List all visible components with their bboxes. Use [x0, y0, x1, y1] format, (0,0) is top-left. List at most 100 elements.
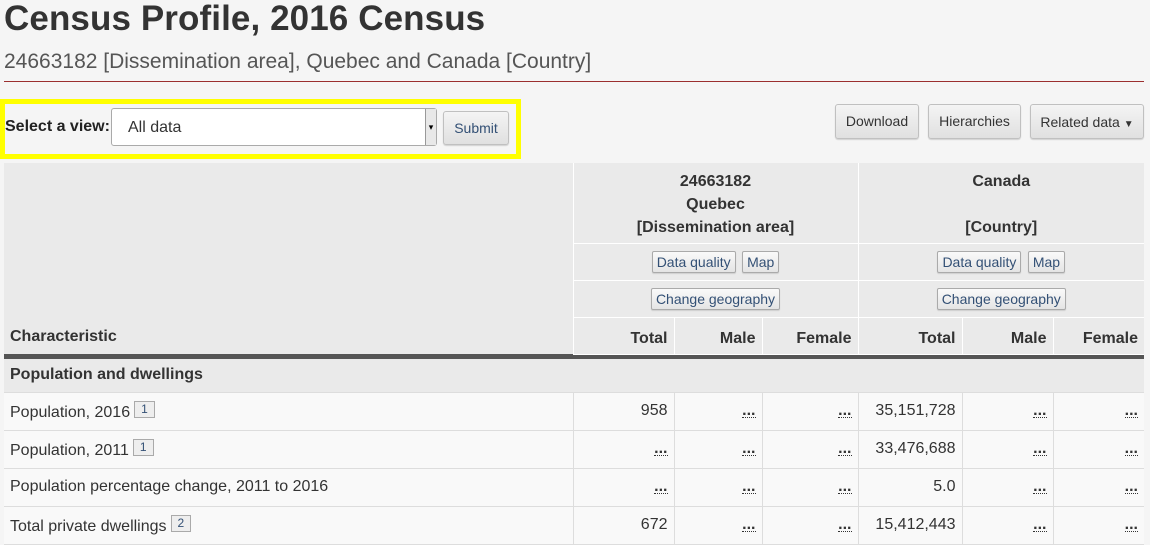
caret-down-icon: ▼: [1123, 119, 1134, 130]
page-title: Census Profile, 2016 Census: [4, 0, 486, 38]
not-applicable-link[interactable]: ...: [838, 402, 852, 419]
geo2-change-geography-button[interactable]: Change geography: [936, 287, 1066, 310]
not-applicable-link[interactable]: ...: [742, 478, 756, 495]
geo1-tools: Data quality Map: [572, 243, 858, 281]
not-applicable-link[interactable]: ...: [838, 478, 852, 495]
col-header-total: Total: [572, 317, 674, 355]
geo2-data-quality-button[interactable]: Data quality: [937, 250, 1022, 273]
download-button[interactable]: Download: [835, 104, 919, 139]
footnote-link[interactable]: 1: [132, 438, 154, 456]
row-label: Population, 2011 1: [4, 430, 574, 469]
row-value: ...: [673, 392, 762, 431]
row-label-text: Population, 2011: [10, 441, 129, 459]
dropdown-arrow-icon[interactable]: ▾: [425, 109, 436, 145]
row-value: 35,151,728: [857, 392, 962, 431]
row-label: Population, 2016 1: [4, 392, 574, 431]
geo2-type: [Country]: [965, 219, 1038, 236]
row-value: ...: [761, 392, 858, 431]
geo1-header: 24663182 Quebec [Dissemination area]: [572, 163, 858, 244]
not-applicable-link[interactable]: ...: [654, 478, 668, 495]
row-value: ...: [961, 392, 1053, 431]
row-value: ...: [761, 430, 858, 469]
row-value: ...: [1052, 430, 1144, 469]
geo2-tools: Data quality Map: [857, 243, 1144, 281]
not-applicable-link[interactable]: ...: [742, 516, 756, 533]
row-value: ...: [673, 468, 762, 507]
section-heading: Population and dwellings: [4, 359, 1144, 393]
geo2-header: Canada [Country]: [857, 163, 1144, 244]
not-applicable-link[interactable]: ...: [838, 516, 852, 533]
header-divider: [4, 354, 1144, 359]
geo1-change-geography-button[interactable]: Change geography: [650, 287, 781, 310]
row-value: 33,476,688: [857, 430, 962, 469]
table-row: Population, 2011 1......... 33,476,688....…: [4, 430, 1144, 469]
col-header-male: Male: [961, 317, 1053, 355]
row-label-text: Population percentage change, 2011 to 20…: [10, 478, 329, 495]
value-text: 672: [640, 516, 668, 533]
not-applicable-link[interactable]: ...: [654, 440, 668, 457]
row-label: Population percentage change, 2011 to 20…: [4, 468, 574, 507]
not-applicable-link[interactable]: ...: [1033, 440, 1047, 457]
row-value: ...: [961, 506, 1053, 545]
table-row: Population percentage change, 2011 to 20…: [4, 468, 1144, 507]
not-applicable-link[interactable]: ...: [742, 402, 756, 419]
row-value: ...: [1052, 468, 1144, 507]
col-header-female: Female: [761, 317, 858, 355]
characteristic-header: Characteristic: [4, 163, 573, 354]
not-applicable-link[interactable]: ...: [1033, 478, 1047, 495]
geo1-data-quality-button[interactable]: Data quality: [651, 250, 736, 273]
geo2-name: Canada: [972, 173, 1031, 190]
row-value: ...: [961, 468, 1053, 507]
row-value: ...: [673, 430, 762, 469]
value-text: 33,476,688: [875, 440, 956, 457]
related-data-label: Related data: [1040, 114, 1120, 130]
row-value: ...: [1052, 392, 1144, 431]
geo1-province: Quebec: [686, 196, 745, 213]
row-value: ...: [572, 430, 674, 469]
not-applicable-link[interactable]: ...: [1124, 440, 1138, 457]
row-value: 5.0: [857, 468, 962, 507]
geo2-blank: [865, 193, 1139, 216]
geo1-code: 24663182: [679, 173, 752, 190]
col-header-male: Male: [673, 317, 762, 355]
not-applicable-link[interactable]: ...: [1033, 402, 1047, 419]
page-subtitle: 24663182 [Dissemination area], Quebec an…: [4, 50, 592, 73]
row-value: ...: [761, 468, 858, 507]
view-select[interactable]: All data ▾: [111, 108, 437, 146]
row-value: ...: [673, 506, 762, 545]
row-value: ...: [961, 430, 1053, 469]
footnote-link[interactable]: 2: [170, 514, 192, 532]
row-value: ...: [572, 468, 674, 507]
footnote-link[interactable]: 1: [134, 400, 155, 418]
row-value: 15,412,443: [857, 506, 962, 545]
not-applicable-link[interactable]: ...: [742, 440, 756, 457]
not-applicable-link[interactable]: ...: [1124, 516, 1138, 533]
value-text: 958: [640, 402, 668, 419]
row-label-text: Population, 2016: [10, 403, 131, 421]
submit-button[interactable]: Submit: [443, 111, 509, 145]
view-select-value: All data: [128, 119, 182, 136]
title-divider: [4, 81, 1144, 82]
geo2-change: Change geography: [857, 280, 1144, 318]
not-applicable-link[interactable]: ...: [1124, 402, 1138, 419]
view-label: Select a view:: [5, 118, 110, 135]
not-applicable-link[interactable]: ...: [838, 440, 852, 457]
geo1-type: [Dissemination area]: [636, 219, 795, 236]
value-text: 35,151,728: [875, 402, 956, 419]
row-value: 958: [572, 392, 674, 431]
geo1-map-button[interactable]: Map: [742, 250, 780, 273]
row-label-text: Total private dwellings: [10, 517, 167, 535]
col-header-female: Female: [1052, 317, 1144, 355]
census-table: Characteristic 24663182 Quebec [Dissemin…: [4, 163, 1144, 545]
hierarchies-button[interactable]: Hierarchies: [928, 104, 1021, 139]
related-data-button[interactable]: Related data ▼: [1030, 104, 1144, 139]
not-applicable-link[interactable]: ...: [1124, 478, 1138, 495]
geo2-map-button[interactable]: Map: [1027, 250, 1066, 273]
value-text: 15,412,443: [875, 516, 956, 533]
row-label: Total private dwellings 2: [4, 506, 574, 545]
value-text: 5.0: [933, 478, 956, 495]
not-applicable-link[interactable]: ...: [1033, 516, 1047, 533]
row-value: 672: [572, 506, 674, 545]
row-value: ...: [761, 506, 858, 545]
col-header-total: Total: [857, 317, 962, 355]
